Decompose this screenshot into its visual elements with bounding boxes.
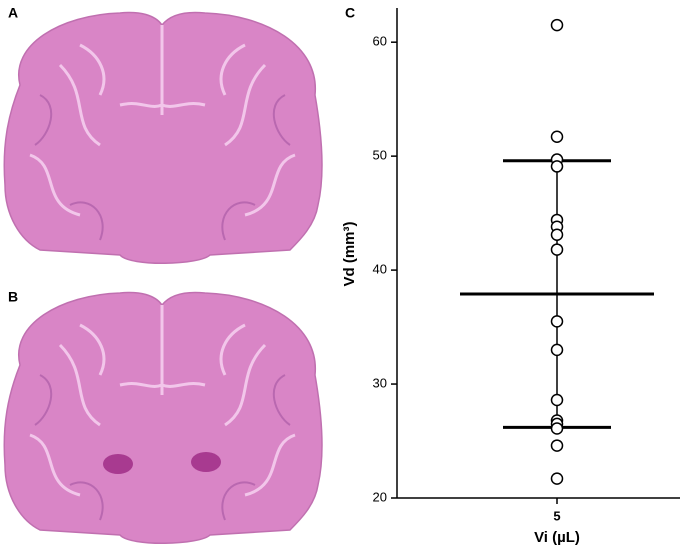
panel-label: B <box>8 289 18 305</box>
data-point <box>552 229 563 240</box>
y-tick-label: 40 <box>373 262 387 277</box>
data-point <box>552 344 563 355</box>
data-point <box>552 473 563 484</box>
data-point <box>552 244 563 255</box>
y-tick-label: 50 <box>373 148 387 163</box>
y-axis-label: Vd (mm³) <box>341 222 358 287</box>
data-point <box>552 131 563 142</box>
infusion-site <box>191 452 221 472</box>
x-axis-label: Vi (µL) <box>534 529 580 546</box>
data-point <box>552 316 563 327</box>
panel-label: C <box>345 5 355 21</box>
data-point <box>552 20 563 31</box>
panel-label: A <box>8 5 18 21</box>
x-tick-label: 5 <box>553 508 560 523</box>
y-tick-label: 20 <box>373 489 387 504</box>
data-point <box>552 440 563 451</box>
data-point <box>552 423 563 434</box>
y-tick-label: 60 <box>373 34 387 49</box>
brain-section <box>4 293 322 544</box>
data-point <box>552 395 563 406</box>
y-tick-label: 30 <box>373 375 387 390</box>
brain-section <box>4 13 322 264</box>
infusion-site <box>103 454 133 474</box>
data-point <box>552 161 563 172</box>
